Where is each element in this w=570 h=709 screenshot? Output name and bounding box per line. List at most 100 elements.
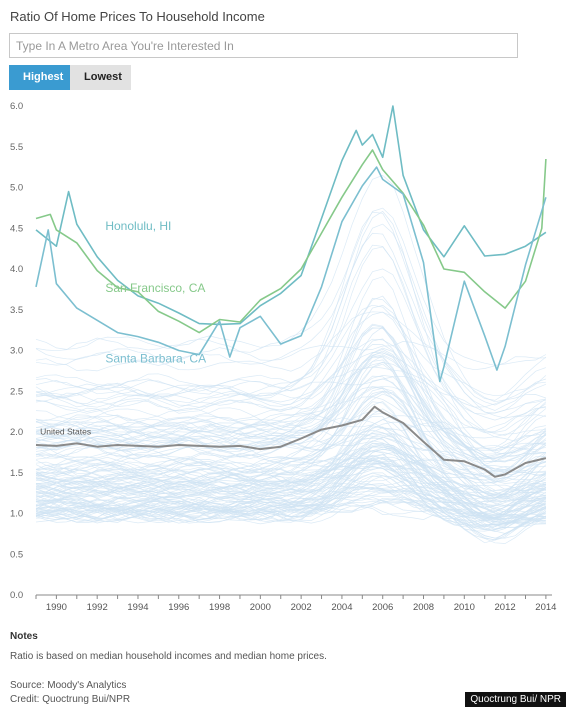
y-tick-label: 3.0 — [10, 346, 23, 357]
metro-background-line — [35, 268, 546, 415]
x-tick-label: 1998 — [209, 602, 230, 613]
metro-background-line — [35, 366, 547, 449]
metro-search-box[interactable] — [9, 33, 518, 58]
metro-background-line — [35, 458, 546, 519]
santa-barbara-line[interactable] — [35, 166, 547, 383]
metro-background-line — [35, 295, 547, 462]
metro-background-line — [35, 413, 546, 439]
tab-lowest[interactable]: Lowest — [70, 65, 131, 90]
metro-background-line — [35, 385, 546, 451]
x-tick-label: 1996 — [168, 602, 189, 613]
y-axis: 0.0 0.5 1.0 1.5 2.0 2.5 3.0 3.5 4.0 4.5 5.0 5.5 6.0 — [10, 101, 23, 601]
y-tick-label: 0.0 — [10, 590, 23, 601]
metro-background-line — [35, 433, 547, 499]
metro-background-line — [35, 352, 547, 473]
metro-background-line — [35, 393, 546, 470]
metro-background-line — [35, 210, 546, 434]
metro-background-line — [35, 410, 547, 442]
metro-background-line — [35, 304, 546, 397]
san-francisco-line[interactable] — [35, 149, 547, 334]
metro-background-line — [35, 417, 546, 452]
x-tick-label: 2010 — [454, 602, 475, 613]
metro-background-line — [35, 375, 547, 455]
metro-background-line — [35, 482, 547, 529]
x-tick-label: 1990 — [46, 602, 67, 613]
y-tick-label: 5.0 — [10, 183, 23, 194]
series-annotation: Honolulu, HI — [105, 219, 171, 233]
metro-background-line — [35, 433, 547, 476]
metro-background-line — [35, 442, 547, 513]
x-tick-label: 2006 — [372, 602, 393, 613]
ratio-line-chart: 0.00.51.01.52.02.53.03.54.04.55.05.56.0 … — [10, 101, 556, 613]
metro-background-line — [35, 426, 547, 525]
sort-tabs: Highest Lowest — [9, 65, 131, 90]
metro-background-line — [35, 425, 547, 483]
metro-background-line — [35, 391, 546, 481]
y-tick-label: 1.0 — [10, 509, 23, 520]
metro-background-line — [35, 362, 546, 431]
metro-background-line — [35, 460, 546, 541]
metro-background-line — [35, 341, 546, 371]
metro-background-line — [35, 174, 547, 401]
metro-background-line — [35, 391, 546, 508]
metro-background-line — [35, 462, 547, 521]
metro-background-line — [35, 338, 546, 432]
metro-background-line — [35, 460, 547, 513]
series-annotation: Santa Barbara, CA — [105, 352, 206, 366]
metro-background-line — [35, 446, 547, 496]
metro-background-line — [35, 475, 547, 524]
notes-heading: Notes — [10, 631, 38, 642]
metro-background-line — [35, 344, 546, 459]
y-tick-label: 0.5 — [10, 549, 23, 560]
metro-background-line — [35, 437, 547, 502]
metro-background-line — [35, 375, 547, 459]
series-annotation: United States — [40, 426, 91, 436]
y-tick-label: 2.0 — [10, 427, 23, 438]
x-tick-label: 2002 — [291, 602, 312, 613]
honolulu-line[interactable] — [35, 105, 547, 326]
metro-background-line — [35, 455, 546, 526]
metro-search-input[interactable] — [10, 34, 517, 57]
x-tick-label: 2012 — [495, 602, 516, 613]
y-tick-label: 3.5 — [10, 305, 23, 316]
series-labels: Honolulu, HI San Francisco, CA Santa Barba… — [40, 219, 206, 437]
metro-background-line — [35, 458, 547, 534]
metro-background-line — [35, 363, 547, 481]
x-tick-label: 1992 — [87, 602, 108, 613]
metro-background-line — [35, 232, 547, 403]
metro-background-line — [35, 207, 547, 366]
metro-background-line — [35, 421, 546, 459]
metro-background-line — [35, 223, 547, 411]
y-tick-label: 1.5 — [10, 468, 23, 479]
metro-background-line — [35, 440, 546, 491]
y-tick-label: 2.5 — [10, 386, 23, 397]
metro-background-line — [35, 352, 547, 408]
metro-background-line — [35, 485, 547, 527]
metro-background-line — [35, 446, 546, 517]
highlighted-series — [35, 105, 547, 478]
x-tick-label: 2014 — [535, 602, 556, 613]
series-annotation: San Francisco, CA — [105, 281, 205, 295]
y-tick-label: 4.5 — [10, 223, 23, 234]
credit-text: Credit: Quoctrung Bui/NPR — [10, 694, 131, 705]
metro-background-line — [35, 297, 547, 455]
x-tick-label: 2008 — [413, 602, 434, 613]
watermark: Quoctrung Bui/ NPR — [465, 692, 566, 707]
page-title: Ratio Of Home Prices To Household Income — [10, 9, 265, 24]
metro-background-lines — [35, 174, 547, 544]
notes-text: Ratio is based on median household incom… — [10, 651, 327, 662]
x-tick-label: 1994 — [127, 602, 148, 613]
y-tick-label: 6.0 — [10, 101, 23, 112]
source-text: Source: Moody's Analytics — [10, 680, 127, 691]
x-tick-label: 2000 — [250, 602, 271, 613]
tab-highest[interactable]: Highest — [9, 65, 70, 90]
metro-background-line — [35, 327, 547, 419]
x-axis: 1990 1992 1994 1996 1998 2000 2002 2004 2006 2008… — [35, 594, 556, 613]
metro-background-line — [35, 244, 546, 421]
metro-background-line — [35, 497, 546, 524]
us-line[interactable] — [35, 405, 547, 478]
metro-background-line — [35, 444, 547, 520]
y-tick-label: 5.5 — [10, 142, 23, 153]
metro-background-line — [35, 390, 546, 509]
x-tick-label: 2004 — [331, 602, 352, 613]
